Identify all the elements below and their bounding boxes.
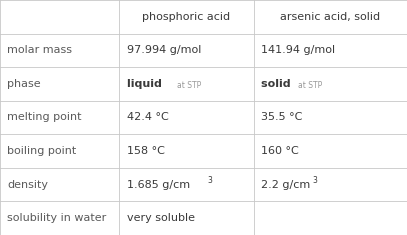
Text: 3: 3 [207,176,212,185]
Text: liquid: liquid [127,79,169,89]
Text: phosphoric acid: phosphoric acid [142,12,230,22]
Text: at STP: at STP [177,81,201,90]
Text: 35.5 °C: 35.5 °C [261,113,302,122]
Text: boiling point: boiling point [7,146,77,156]
Text: 158 °C: 158 °C [127,146,164,156]
Text: 141.94 g/mol: 141.94 g/mol [261,45,335,55]
Text: solubility in water: solubility in water [7,213,107,223]
Text: molar mass: molar mass [7,45,72,55]
Text: very soluble: very soluble [127,213,195,223]
Text: 42.4 °C: 42.4 °C [127,113,168,122]
Text: melting point: melting point [7,113,82,122]
Text: at STP: at STP [298,81,323,90]
Text: 97.994 g/mol: 97.994 g/mol [127,45,201,55]
Text: solid: solid [261,79,298,89]
Text: density: density [7,180,48,190]
Text: phase: phase [7,79,41,89]
Text: 2.2 g/cm: 2.2 g/cm [261,180,310,190]
Text: 1.685 g/cm: 1.685 g/cm [127,180,190,190]
Text: 160 °C: 160 °C [261,146,299,156]
Text: 3: 3 [312,176,317,185]
Text: arsenic acid, solid: arsenic acid, solid [280,12,381,22]
